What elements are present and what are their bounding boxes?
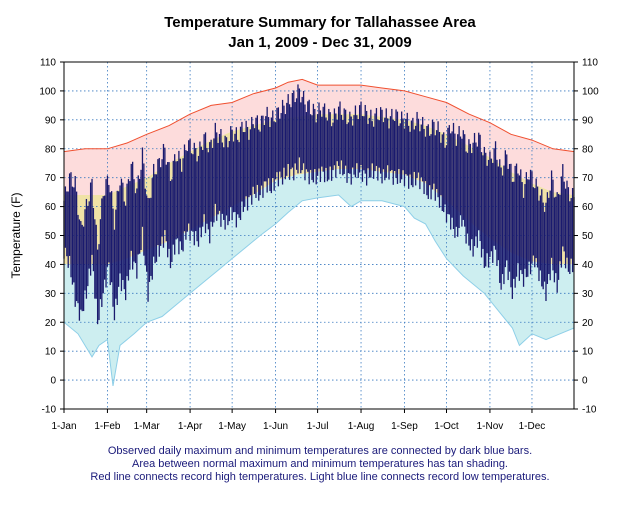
y-tick-label-left: 0 <box>50 376 56 387</box>
x-tick-label: 1-Jan <box>51 421 76 432</box>
y-tick-label-right: -10 <box>582 405 597 416</box>
y-tick-label-left: 50 <box>45 231 57 242</box>
x-tick-label: 1-Aug <box>348 421 375 432</box>
y-tick-label-right: 20 <box>582 318 594 329</box>
y-tick-label-right: 40 <box>582 260 594 271</box>
y-tick-label-right: 60 <box>582 202 594 213</box>
y-tick-label-left: 40 <box>45 260 57 271</box>
y-tick-label-right: 50 <box>582 231 594 242</box>
y-axis-label: Temperature (F) <box>9 192 23 278</box>
x-tick-label: 1-Mar <box>134 421 161 432</box>
x-tick-label: 1-Oct <box>434 421 459 432</box>
y-tick-label-left: 110 <box>40 58 56 69</box>
record-high-shading <box>64 79 574 195</box>
y-tick-label-right: 90 <box>582 115 594 126</box>
y-tick-label-left: 90 <box>45 115 57 126</box>
x-tick-label: 1-Jun <box>263 421 288 432</box>
chart-title: Temperature Summary for Tallahassee Area <box>164 14 476 31</box>
y-tick-label-left: 70 <box>45 173 57 184</box>
y-tick-label-right: 30 <box>582 289 594 300</box>
x-tick-label: 1-Nov <box>477 421 504 432</box>
x-tick-label: 1-May <box>218 421 246 432</box>
y-tick-label-left: -10 <box>42 405 57 416</box>
y-tick-label-right: 80 <box>582 144 594 155</box>
y-tick-label-right: 10 <box>582 347 594 358</box>
record-low-line <box>63 194 575 386</box>
x-tick-label: 1-Jul <box>307 421 329 432</box>
x-tick-label: 1-Apr <box>178 421 203 432</box>
y-tick-label-left: 10 <box>45 347 57 358</box>
caption-line-2: Area between normal maximum and minimum … <box>131 458 508 470</box>
y-tick-label-left: 30 <box>45 289 57 300</box>
chart-subtitle: Jan 1, 2009 - Dec 31, 2009 <box>228 34 412 51</box>
caption-line-1: Observed daily maximum and minimum tempe… <box>107 445 533 457</box>
x-tick-label: 1-Dec <box>519 421 546 432</box>
y-tick-label-left: 80 <box>45 144 57 155</box>
y-tick-label-left: 60 <box>45 202 57 213</box>
y-tick-label-right: 70 <box>582 173 594 184</box>
y-tick-label-left: 100 <box>39 86 56 97</box>
y-tick-label-right: 110 <box>582 58 598 69</box>
y-tick-label-left: 20 <box>45 318 57 329</box>
record-high-line <box>63 78 575 153</box>
y-tick-label-right: 100 <box>582 86 599 97</box>
x-tick-label: 1-Feb <box>94 421 121 432</box>
caption-line-3: Red line connects record high temperatur… <box>90 471 550 483</box>
x-tick-label: 1-Sep <box>391 421 418 432</box>
y-tick-label-right: 0 <box>582 376 588 387</box>
